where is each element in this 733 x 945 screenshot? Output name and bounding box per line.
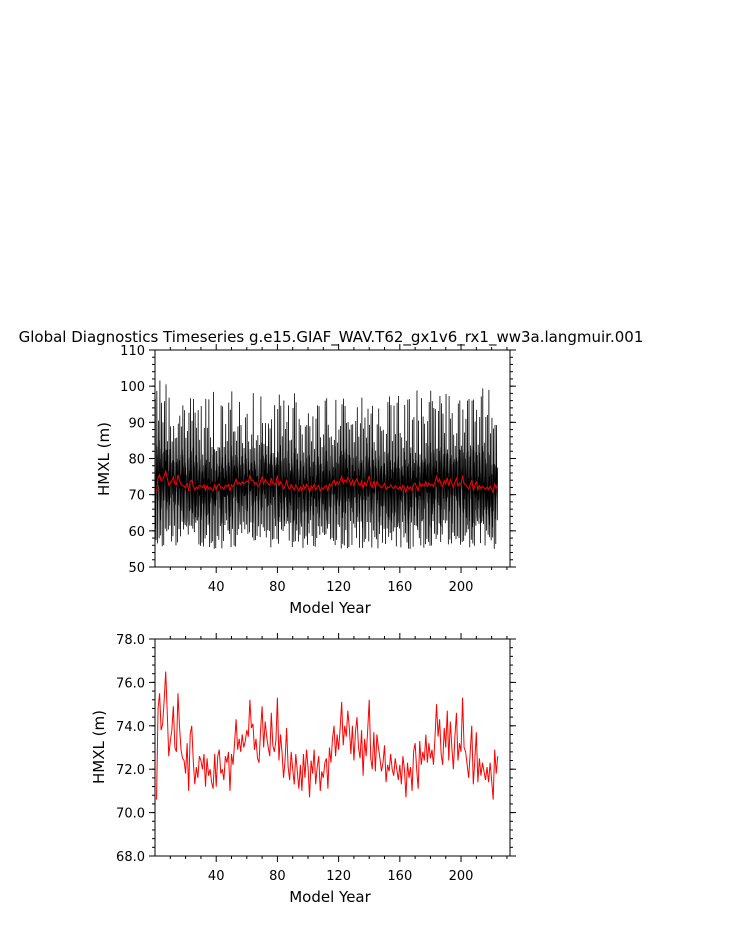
top-xtick-label: 40 [208, 580, 225, 595]
bottom-xtick-label: 40 [208, 869, 225, 884]
bottom-ytick-label: 72.0 [116, 763, 145, 778]
bottom-yaxis-title: HMXL (m) [90, 710, 108, 784]
annual-mean-line [156, 671, 499, 800]
monthly-annual-panel: 40 80 120 160 200 50 60 70 80 90 100 110 Model Year… [95, 344, 516, 617]
top-ytick-label: 110 [120, 344, 145, 359]
top-ytick-label: 100 [120, 380, 145, 395]
top-xtick-label: 200 [449, 580, 474, 595]
bottom-ytick-label: 74.0 [116, 720, 145, 735]
bottom-ytick-label: 76.0 [116, 676, 145, 691]
bottom-xtick-label: 200 [449, 869, 474, 884]
bottom-xtick-label: 80 [269, 869, 286, 884]
top-ytick-label: 90 [128, 416, 145, 431]
top-xtick-label: 80 [269, 580, 286, 595]
monthly-series-line [154, 380, 499, 549]
bottom-xtick-label: 160 [387, 869, 412, 884]
top-ytick-label: 70 [128, 489, 145, 504]
top-xtick-label: 120 [326, 580, 351, 595]
bottom-xtick-label: 120 [326, 869, 351, 884]
bottom-plot-area [156, 671, 499, 800]
top-ytick-label: 60 [128, 525, 145, 540]
top-plot-area [154, 380, 499, 549]
top-yaxis-title: HMXL (m) [95, 422, 113, 496]
annual-panel: 40 80 120 160 200 68.0 70.0 72.0 74.0 76.0 78.0 Mo… [90, 633, 516, 906]
bottom-ytick-label: 70.0 [116, 807, 145, 822]
bottom-ytick-label: 78.0 [116, 633, 145, 648]
chart-title: Global Diagnostics Timeseries g.e15.GIAF… [19, 328, 644, 347]
top-axes: 40 80 120 160 200 50 60 70 80 90 100 110 [120, 344, 516, 595]
bottom-ytick-label: 68.0 [116, 850, 145, 865]
top-ytick-label: 50 [128, 561, 145, 576]
bottom-plot-frame [154, 638, 511, 857]
top-xaxis-title: Model Year [289, 599, 371, 617]
top-xtick-label: 160 [387, 580, 412, 595]
annual-mean-line-top [156, 469, 499, 495]
bottom-xaxis-title: Model Year [289, 888, 371, 906]
bottom-axes: 40 80 120 160 200 68.0 70.0 72.0 74.0 76.0 78.0 [116, 633, 516, 884]
top-ytick-label: 80 [128, 453, 145, 468]
